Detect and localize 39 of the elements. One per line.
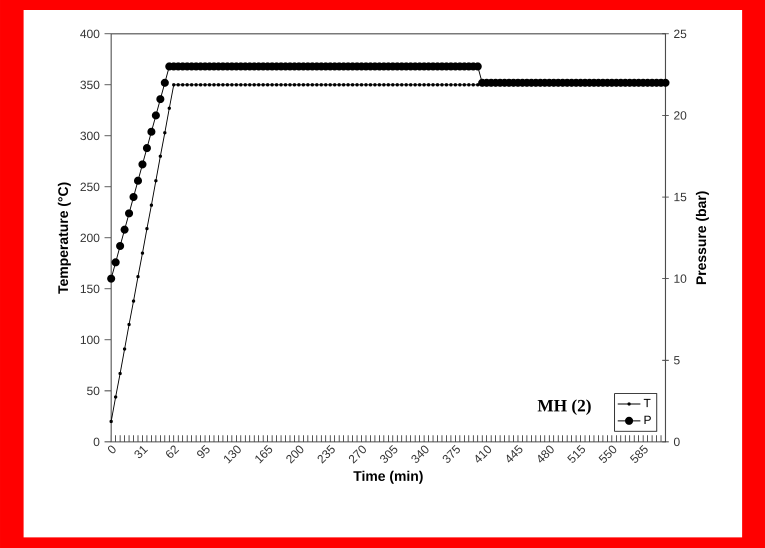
x-tick-label: 480	[538, 445, 554, 462]
y2-tick-label: 15	[674, 192, 686, 202]
y2-tick-label: 25	[674, 29, 686, 38]
x-tick-label: 235	[318, 444, 335, 464]
x-tick-label: 410	[476, 445, 492, 462]
y-axis-title: Temperature (°C)	[58, 182, 71, 294]
x-tick-label: 200	[286, 445, 304, 464]
x-tick-label: 95	[197, 444, 210, 458]
y-tick-label: 50	[87, 386, 100, 395]
y2-tick-label: 0	[674, 437, 680, 446]
y-tick-label: 250	[80, 182, 100, 191]
x-tick-label: 62	[166, 445, 180, 458]
x-axis-title: Time (min)	[353, 470, 423, 484]
y-tick-label: 400	[80, 29, 100, 38]
x-tick-label: 340	[411, 445, 429, 463]
x-tick-label: 270	[348, 445, 366, 464]
y2-tick-label: 10	[674, 274, 686, 283]
x-tick-label: 305	[380, 444, 398, 463]
x-tick-label: 0	[108, 445, 116, 454]
y2-tick-label: 5	[674, 356, 680, 364]
y-tick-label: 350	[80, 80, 100, 89]
annotation: MH (2)	[538, 399, 591, 415]
x-tick-label: 550	[598, 445, 616, 463]
x-tick-label: 130	[224, 445, 241, 464]
x-tick-label: 375	[442, 444, 460, 463]
y2-axis-title: Pressure (bar)	[696, 191, 709, 284]
y-tick-label: 200	[80, 233, 100, 242]
y-tick-label: 150	[80, 284, 100, 293]
y2-tick-label: 20	[674, 111, 686, 120]
y-tick-label: 300	[80, 131, 100, 140]
legend-label: P	[644, 416, 651, 424]
x-tick-label: 445	[506, 444, 522, 462]
x-tick-label: 585	[630, 444, 648, 463]
x-tick-label: 31	[134, 446, 148, 458]
x-tick-label: 165	[255, 444, 272, 464]
y-tick-label: 0	[94, 437, 100, 446]
x-tick-label: 515	[567, 444, 586, 463]
y-tick-label: 100	[80, 335, 100, 344]
legend-label: T	[644, 398, 651, 407]
